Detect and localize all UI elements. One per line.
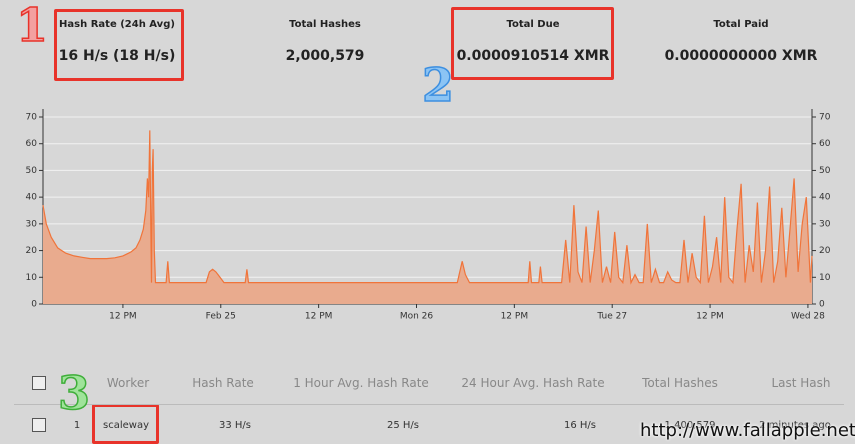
table-cell: 33 H/s — [218, 420, 252, 431]
watermark: http://www.fallapple.net/ — [640, 420, 855, 441]
y-tick-label: 70 — [26, 113, 38, 123]
x-tick-label: Wed 28 — [791, 312, 825, 322]
x-tick-label: 12 PM — [109, 312, 137, 322]
divider — [14, 404, 844, 405]
table-cell: scaleway — [103, 420, 149, 431]
y2-tick-label: 20 — [819, 246, 831, 256]
table-cell: 1 — [73, 420, 81, 431]
stat-value: 16 H/s (18 H/s) — [58, 48, 176, 64]
highlight-box — [451, 7, 614, 80]
y-tick-label: 0 — [31, 300, 37, 310]
y-tick-label: 60 — [26, 139, 38, 149]
stat-label: Total Hashes — [289, 19, 361, 30]
checkbox[interactable] — [32, 418, 46, 432]
y2-tick-label: 50 — [819, 166, 831, 176]
area — [43, 130, 812, 304]
x-tick-label: 12 PM — [501, 312, 529, 322]
highlight-box — [54, 9, 184, 81]
table-cell: 25 H/s — [386, 420, 420, 431]
annotation: 3 — [57, 365, 91, 421]
column-header: 24 Hour Avg. Hash Rate — [461, 376, 605, 390]
column-header: Total Hashes — [642, 376, 718, 390]
annotation: 2 — [421, 57, 455, 113]
table-cell: 16 H/s — [563, 420, 597, 431]
column-header: 1 Hour Avg. Hash Rate — [293, 376, 429, 390]
annotation: 1 — [15, 0, 49, 53]
y2-tick-label: 0 — [819, 300, 825, 310]
y-tick-label: 20 — [26, 246, 38, 256]
x-tick-label: Feb 25 — [206, 312, 236, 322]
stat-value: 2,000,579 — [285, 48, 365, 64]
y2-tick-label: 10 — [819, 273, 831, 283]
line — [42, 130, 813, 285]
y2-tick-label: 40 — [819, 193, 831, 203]
y-tick-label: 10 — [26, 273, 38, 283]
stat-value: 0.0000000000 XMR — [664, 48, 818, 64]
y-tick-label: 40 — [26, 193, 38, 203]
column-header: Hash Rate — [192, 376, 254, 390]
stat-label: Total Paid — [713, 19, 769, 30]
x-tick-label: Mon 26 — [400, 312, 434, 322]
column-header: Worker — [106, 376, 150, 390]
stat-value: 0.0000910514 XMR — [456, 48, 610, 64]
checkbox[interactable] — [32, 376, 46, 390]
table-cell: 2 minutes ago — [759, 420, 831, 431]
highlight-box — [92, 404, 159, 444]
table-cell: 1,400,579 — [664, 420, 716, 431]
stat-label: Hash Rate (24h Avg) — [59, 19, 175, 30]
y2-tick-label: 30 — [819, 219, 831, 229]
chart: 0 0 10 10 20 20 30 30 40 40 50 50 60 60 70 70 12 PM Feb 2… — [26, 109, 831, 322]
y2-tick-label: 70 — [819, 113, 831, 123]
y-tick-label: 50 — [26, 166, 38, 176]
y2-tick-label: 60 — [819, 139, 831, 149]
x-tick-label: 12 PM — [696, 312, 724, 322]
x-tick-label: 12 PM — [305, 312, 333, 322]
column-header: Last Hash — [771, 376, 831, 390]
x-tick-label: Tue 27 — [596, 312, 627, 322]
stat-label: Total Due — [506, 19, 560, 30]
y-tick-label: 30 — [26, 219, 38, 229]
